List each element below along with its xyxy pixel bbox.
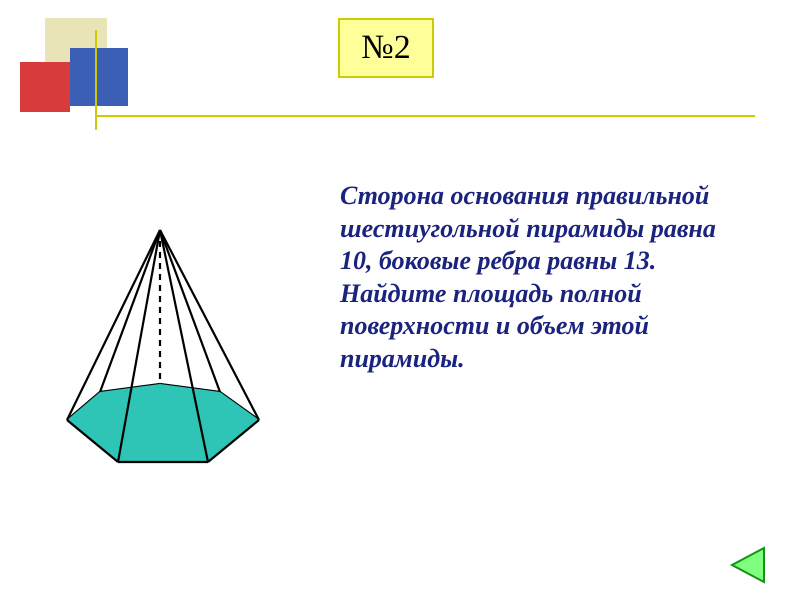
prev-button[interactable] — [728, 544, 770, 586]
decor-blue-square — [70, 48, 128, 106]
slide-title-text: №2 — [361, 29, 410, 66]
slide-title: №2 — [338, 18, 434, 78]
pyramid-figure — [40, 222, 280, 472]
problem-text: Сторона основания правильной шестиугольн… — [340, 180, 750, 375]
decor-horizontal-line — [95, 115, 755, 119]
decor-red-square — [20, 62, 70, 112]
